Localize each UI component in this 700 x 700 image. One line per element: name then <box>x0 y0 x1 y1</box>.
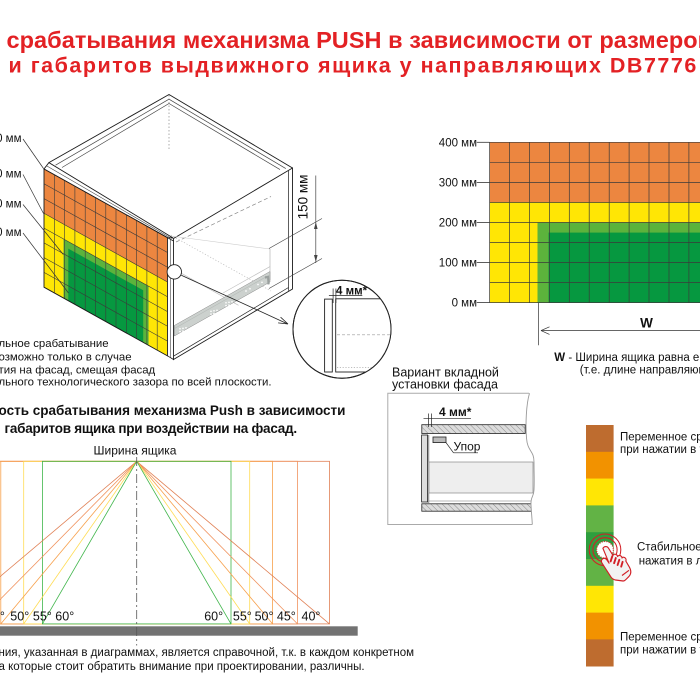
svg-text:0 мм: 0 мм <box>452 298 477 310</box>
svg-text:ния, указанная в диаграммах, я: ния, указанная в диаграммах, является сп… <box>0 647 414 659</box>
svg-text:55°: 55° <box>33 610 52 624</box>
svg-text:W: W <box>640 316 653 331</box>
svg-text:400 мм: 400 мм <box>0 133 22 145</box>
svg-text:льное срабатывание: льное срабатывание <box>0 338 109 350</box>
svg-text:габаритов ящика при воздействи: габаритов ящика при воздействии на фасад… <box>5 421 297 436</box>
svg-text:100 мм: 100 мм <box>439 258 477 270</box>
svg-text:4 мм*: 4 мм* <box>439 405 472 419</box>
svg-text:200 мм: 200 мм <box>0 199 22 211</box>
svg-text:300 мм: 300 мм <box>439 177 477 189</box>
svg-text:60°: 60° <box>55 610 74 624</box>
svg-text:55°: 55° <box>233 610 252 624</box>
svg-text:Вариант вкладной: Вариант вкладной <box>392 366 499 380</box>
svg-text:Переменное срабатывание: Переменное срабатывание <box>620 432 700 444</box>
svg-text:4 мм*: 4 мм* <box>336 286 368 298</box>
svg-text:200 мм: 200 мм <box>439 218 477 230</box>
svg-text:Стабильное срабатывание: Стабильное срабатывание <box>637 542 700 554</box>
svg-text:300 мм: 300 мм <box>0 169 22 181</box>
svg-text:50°: 50° <box>10 610 29 624</box>
svg-text:льного технологического зазора: льного технологического зазора по всей п… <box>0 377 272 389</box>
svg-text:ость срабатывания механизма Pu: ость срабатывания механизма Push в завис… <box>0 403 345 418</box>
svg-text:тия на фасад, смещая фасад: тия на фасад, смещая фасад <box>0 365 156 377</box>
svg-text:Переменное срабатывание: Переменное срабатывание <box>620 632 700 644</box>
svg-text:40°: 40° <box>302 610 321 624</box>
svg-text:150 мм: 150 мм <box>296 175 311 220</box>
svg-text:и габаритов выдвижного ящика у: и габаритов выдвижного ящика у направляю… <box>9 54 698 78</box>
svg-text:при нажатии в торце фасада: при нажатии в торце фасада <box>620 645 700 657</box>
svg-text:400 мм: 400 мм <box>439 137 477 149</box>
svg-text:при нажатии в торце фасада: при нажатии в торце фасада <box>620 444 700 456</box>
svg-text:срабатывания механизма PUSH в: срабатывания механизма PUSH в зависимост… <box>7 27 700 53</box>
svg-text:(т.е. длине направляющей): (т.е. длине направляющей) <box>580 365 700 377</box>
svg-text:50°: 50° <box>255 610 274 624</box>
svg-text:W - Ширина ящика равна его дли: W - Ширина ящика равна его длине <box>554 352 700 364</box>
svg-text:Упор: Упор <box>454 440 481 454</box>
svg-text:озможно только в случае: озможно только в случае <box>0 352 132 364</box>
svg-text:установки фасада: установки фасада <box>392 378 498 392</box>
svg-text:нажатия в любой точке: нажатия в любой точке <box>639 556 700 568</box>
svg-text:Ширина ящика: Ширина ящика <box>94 444 177 458</box>
svg-text:а которые стоит обратить внима: а которые стоит обратить внимание при пр… <box>0 661 365 673</box>
svg-text:45°: 45° <box>277 610 296 624</box>
svg-text:60°: 60° <box>204 610 223 624</box>
svg-text:45°: 45° <box>0 610 5 624</box>
svg-text:100 мм: 100 мм <box>0 227 22 239</box>
